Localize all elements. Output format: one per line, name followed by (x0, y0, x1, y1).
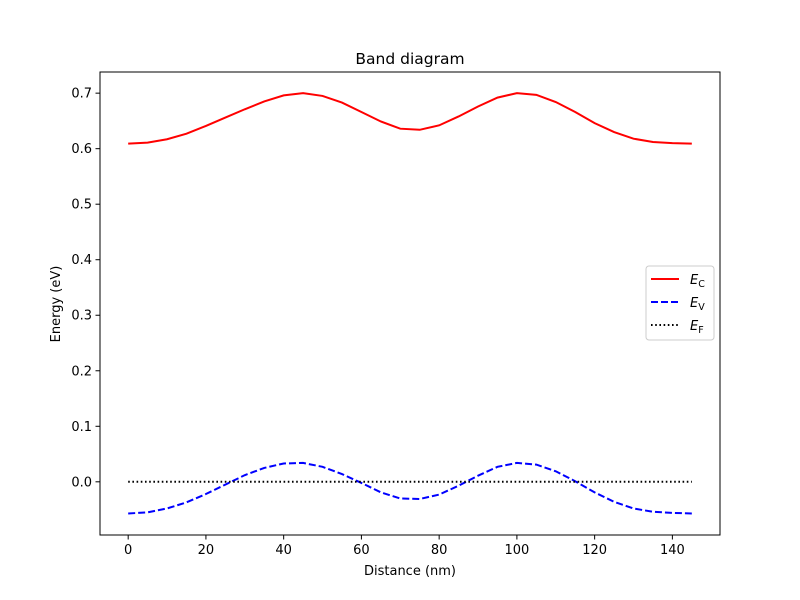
x-tick-label: 20 (198, 543, 215, 558)
y-tick-label: 0.0 (71, 475, 92, 490)
y-tick-label: 0.1 (71, 420, 92, 435)
x-tick-label: 100 (504, 543, 529, 558)
x-tick-label: 60 (353, 543, 370, 558)
x-tick-label: 80 (431, 543, 448, 558)
y-tick-label: 0.4 (71, 253, 92, 268)
y-tick-label: 0.6 (71, 142, 92, 157)
legend: EC EV EF (645, 265, 715, 341)
axes: 0 20 40 60 80 100 120 140 0.0 0.1 0.2 0.3 0.4 0.5 0.6 0… (71, 71, 721, 558)
legend-label-e-v: EV (690, 296, 705, 313)
plot-area (128, 92, 692, 515)
x-axis-label: Distance (nm) (364, 564, 456, 579)
x-tick-label: 120 (582, 543, 607, 558)
x-tick-label: 0 (124, 543, 132, 558)
y-tick-label: 0.7 (71, 87, 92, 102)
series-line-e-c (128, 92, 692, 145)
x-tick-label: 140 (660, 543, 685, 558)
axes-frame (99, 71, 721, 536)
y-axis-label: Energy (eV) (49, 266, 64, 343)
y-tick-label: 0.3 (71, 309, 92, 324)
chart-title: Band diagram (355, 50, 464, 68)
legend-label-e-f: EF (690, 319, 704, 336)
y-tick-label: 0.5 (71, 198, 92, 213)
x-tick-label: 40 (275, 543, 292, 558)
y-tick-label: 0.2 (71, 364, 92, 379)
legend-box (645, 265, 715, 341)
legend-label-e-c: EC (690, 273, 705, 290)
